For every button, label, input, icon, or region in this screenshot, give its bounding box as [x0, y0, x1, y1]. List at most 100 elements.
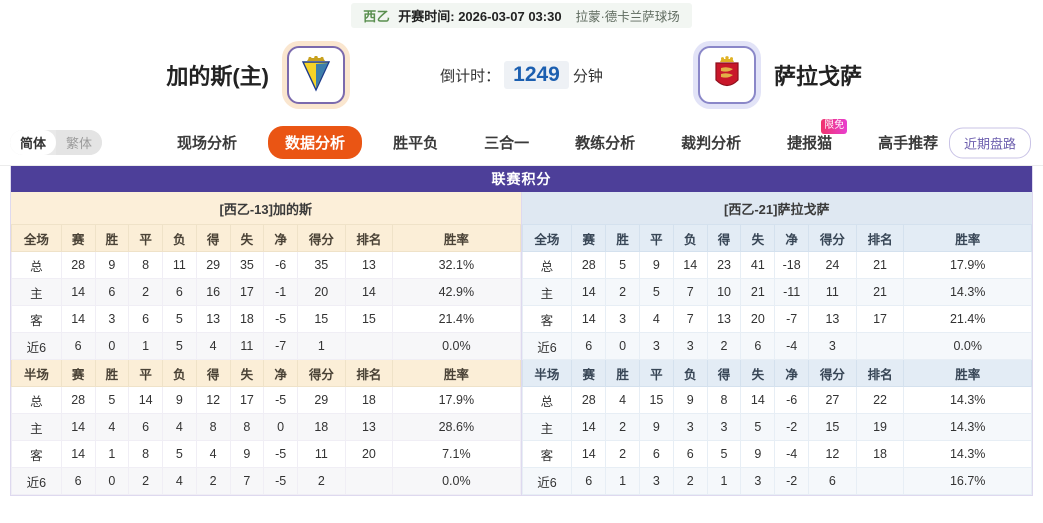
- stats-col-header: 得: [706, 359, 742, 387]
- stats-cell: 18: [297, 413, 346, 441]
- stats-cell: -7: [263, 332, 299, 360]
- stats-cell: 11: [229, 332, 265, 360]
- stats-cell: 1: [706, 467, 742, 495]
- stats-cell: -1: [263, 278, 299, 306]
- stats-cell: 15: [808, 413, 857, 441]
- stats-row-label: 总: [11, 386, 62, 414]
- stats-cell: 9: [639, 413, 674, 441]
- table-row: 主 14 2 9 3 3 5 -2 15 19 14.3%: [521, 413, 1032, 441]
- stats-cell: 14.3%: [903, 413, 1032, 441]
- stats-cell: [855, 332, 905, 360]
- nav-tab-5[interactable]: 裁判分析: [658, 132, 764, 153]
- stats-cell: 2: [195, 467, 231, 495]
- nav-tab-3[interactable]: 三合一: [461, 132, 552, 153]
- stats-cell: 4: [195, 332, 231, 360]
- stats-cell: 24: [808, 251, 857, 279]
- nav-tab-6[interactable]: 捷报猫 限免: [764, 119, 855, 153]
- stats-cell: -6: [774, 386, 810, 414]
- stats-cell: 28: [60, 386, 96, 414]
- stats-cell: 22: [855, 386, 905, 414]
- stats-cell: 7.1%: [392, 440, 521, 468]
- stats-row-label: 主: [11, 413, 62, 441]
- stats-cell: 6: [571, 467, 607, 495]
- nav-tab-7[interactable]: 高手推荐: [855, 132, 961, 153]
- stats-cell: 3: [94, 305, 130, 333]
- countdown-value: 1249: [504, 61, 569, 89]
- stats-col-header: 平: [128, 224, 164, 252]
- stats-cell: 16.7%: [903, 467, 1032, 495]
- home-team-name: 加的斯(主): [166, 64, 269, 89]
- stats-cell: 5: [162, 440, 197, 468]
- stats-cell: 2: [128, 467, 164, 495]
- table-row: 客 14 1 8 5 4 9 -5 11 20 7.1%: [11, 440, 521, 468]
- stats-cell: 42.9%: [392, 278, 521, 306]
- stats-col-header: 胜率: [392, 359, 521, 387]
- away-team-block[interactable]: 萨拉戈萨: [698, 46, 1043, 104]
- nav-tab-2[interactable]: 胜平负: [370, 132, 461, 153]
- stats-cell: 7: [672, 305, 708, 333]
- stats-cell: 21.4%: [903, 305, 1032, 333]
- stats-cell: 8: [706, 386, 742, 414]
- nav-tab-label: 三合一: [484, 135, 530, 152]
- stats-cell: 8: [128, 440, 164, 468]
- stats-cell: 14: [571, 413, 607, 441]
- stats-row-label: 主: [521, 413, 573, 441]
- stats-col-header: 净: [263, 224, 299, 252]
- stats-col-header: 胜率: [903, 224, 1032, 252]
- stats-cell: 5: [639, 278, 674, 306]
- stats-cell: 4: [162, 467, 197, 495]
- stats-row-label: 总: [521, 251, 573, 279]
- stats-cell: 17.9%: [903, 251, 1032, 279]
- stats-cell: 18: [229, 305, 265, 333]
- stats-cell: 41: [740, 251, 776, 279]
- free-limited-badge: 限免: [821, 119, 848, 134]
- nav-items: 现场分析 数据分析 胜平负 三合一 教练分析 裁判分析 捷报猫 限免 高手推荐: [154, 119, 961, 159]
- language-toggle[interactable]: 简体 繁体: [10, 130, 103, 155]
- nav-tab-4[interactable]: 教练分析: [552, 132, 658, 153]
- stats-cell: 0.0%: [392, 467, 521, 495]
- countdown-block: 倒计时： 1249 分钟: [345, 61, 698, 89]
- stats-col-header: 负: [672, 224, 708, 252]
- home-stats-half: [西乙-13]加的斯 全场赛胜平负得失净得分 排名 胜率总 28 9 8 11 29 35 -6 3…: [11, 192, 522, 495]
- home-team-block[interactable]: 加的斯(主): [0, 46, 345, 104]
- stats-cell: -2: [774, 413, 810, 441]
- recent-odds-button[interactable]: 近期盘路: [948, 127, 1031, 158]
- stats-cell: 8: [195, 413, 231, 441]
- stats-cell: 3: [639, 332, 674, 360]
- stats-cell: -6: [263, 251, 299, 279]
- stats-cell: -5: [263, 386, 299, 414]
- lang-traditional-option[interactable]: 繁体: [56, 130, 103, 155]
- stats-col-header: 净: [263, 359, 299, 387]
- stats-col-header: 平: [639, 224, 674, 252]
- stats-cell: 8: [128, 251, 164, 279]
- stats-cell: 17.9%: [392, 386, 521, 414]
- lang-simplified-option[interactable]: 简体: [10, 130, 57, 155]
- nav-tab-1[interactable]: 数据分析: [268, 126, 363, 159]
- stats-cell: 28: [571, 251, 607, 279]
- stats-cell: 2: [605, 413, 640, 441]
- stats-cell: 4: [195, 440, 231, 468]
- stats-cell: 3: [639, 467, 674, 495]
- stats-cell: -7: [774, 305, 810, 333]
- stats-cell: 21: [740, 278, 776, 306]
- stats-col-header: 半场: [11, 359, 62, 387]
- stats-cell: 6: [128, 413, 164, 441]
- stats-col-header: 胜: [605, 359, 640, 387]
- stats-col-header: 得: [706, 224, 742, 252]
- stats-cell: 14: [60, 305, 96, 333]
- nav-tab-0[interactable]: 现场分析: [154, 132, 260, 153]
- stats-col-header: 排名: [855, 359, 905, 387]
- table-row: 总 28 5 9 14 23 41 -18 24 21 17.9%: [521, 251, 1032, 279]
- stats-cell: -11: [774, 278, 810, 306]
- away-stats-table: 全场赛胜平负得失净得分 排名 胜率总 28 5 9 14 23 41 -18 24 21 17.9% 主 1…: [521, 224, 1033, 495]
- stats-cell: 7: [229, 467, 265, 495]
- stats-cell: 13: [344, 413, 394, 441]
- stats-cell: 2: [297, 467, 346, 495]
- stats-cell: 15: [639, 386, 674, 414]
- stats-cell: 5: [162, 332, 197, 360]
- home-stats-caption: [西乙-13]加的斯: [11, 192, 521, 224]
- stats-cell: 12: [195, 386, 231, 414]
- stats-cell: 9: [672, 386, 708, 414]
- stats-col-header: 排名: [344, 359, 394, 387]
- stats-col-header: 排名: [344, 224, 394, 252]
